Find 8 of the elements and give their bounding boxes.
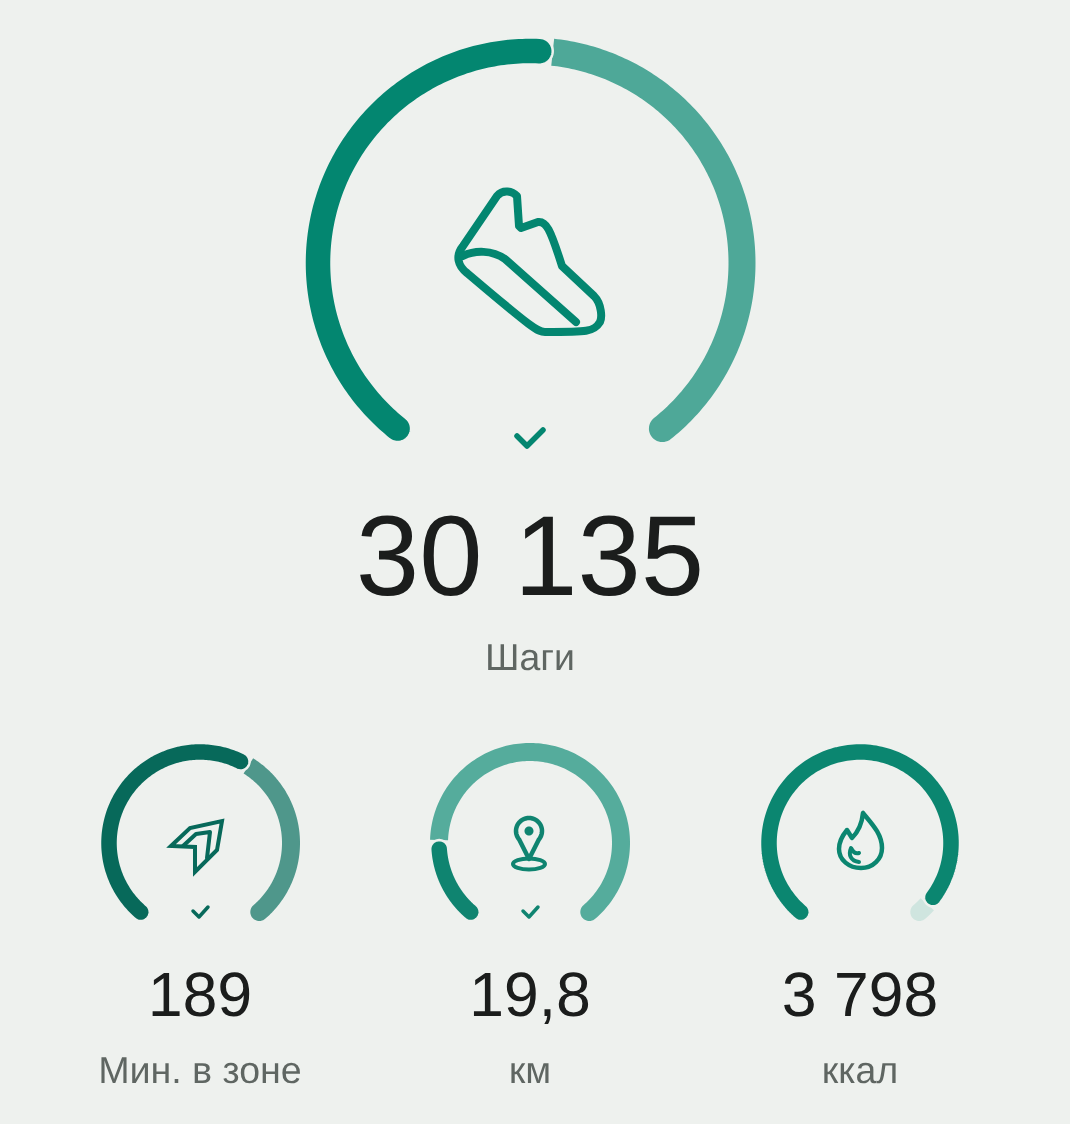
text: км <box>511 1063 549 1083</box>
text: ккал <box>824 1062 896 1084</box>
text: 30 135 <box>360 515 700 597</box>
text: Мин. в зоне <box>101 1057 300 1084</box>
text: Шаги <box>488 644 573 671</box>
text: 189 <box>152 972 250 1017</box>
text: 19,8 <box>473 972 589 1024</box>
text: 3 798 <box>784 972 936 1017</box>
